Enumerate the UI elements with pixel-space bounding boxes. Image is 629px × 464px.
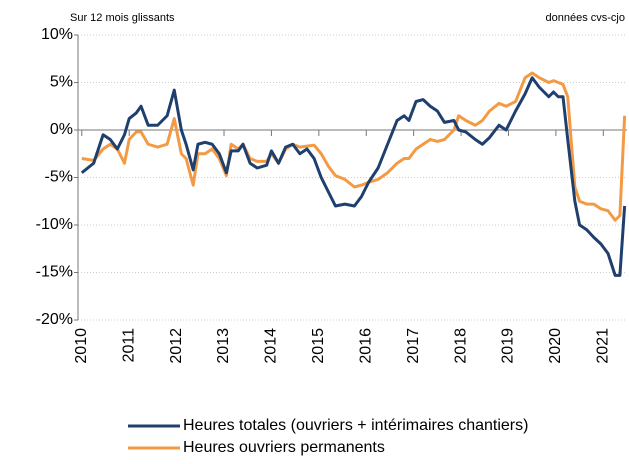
y-tick-label: -15% <box>36 264 73 281</box>
legend-label: Heures totales (ouvriers + intérimaires … <box>183 417 528 434</box>
x-tick-label: 2019 <box>500 328 517 364</box>
x-tick-label: 2015 <box>310 328 327 364</box>
x-tick-label: 2020 <box>547 328 564 364</box>
y-tick-label: -5% <box>45 169 73 186</box>
legend-label: Heures ouvriers permanents <box>183 439 385 456</box>
y-tick-label: 5% <box>50 74 73 91</box>
y-tick-label: -10% <box>36 216 73 233</box>
y-tick-label: 0% <box>50 121 73 138</box>
x-tick-label: 2011 <box>120 328 137 363</box>
subtitle: Sur 12 mois glissants <box>70 12 175 24</box>
x-tick-label: 2021 <box>595 328 612 364</box>
series-line <box>80 76 627 277</box>
series-line <box>81 71 627 222</box>
y-tick-label: 10% <box>41 26 73 43</box>
x-tick-label: 2018 <box>452 328 469 364</box>
x-tick-label: 2014 <box>263 328 280 364</box>
x-tick-label: 2010 <box>73 328 90 364</box>
y-tick-label: -20% <box>36 311 73 328</box>
note: données cvs-cjo <box>546 12 626 24</box>
x-tick-label: 2012 <box>168 328 185 364</box>
x-tick-label: 2017 <box>405 328 422 364</box>
x-tick-label: 2013 <box>215 328 232 364</box>
x-tick-label: 2016 <box>357 328 374 364</box>
